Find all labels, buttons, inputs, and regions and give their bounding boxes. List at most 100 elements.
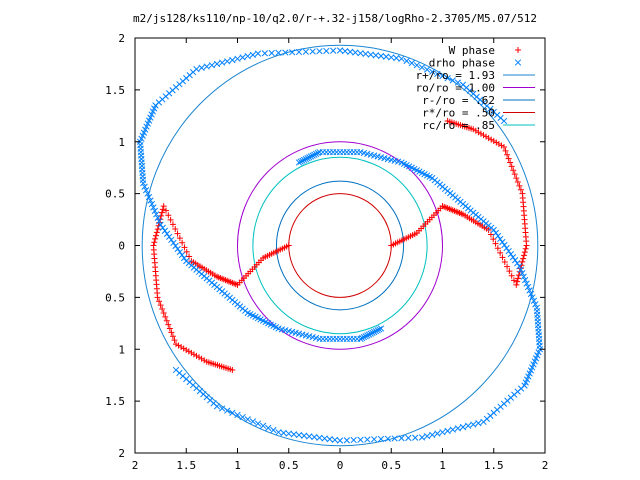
- point-1-1-0-3: [372, 327, 380, 335]
- point-1-1-7-6: [148, 200, 156, 208]
- point-1-0-0-2: [299, 157, 306, 164]
- point-1-1-0-1: [376, 326, 383, 333]
- point-1-1-0-2: [374, 327, 381, 334]
- point-0-0-8-9: [196, 354, 203, 361]
- point-0-1-7-0: [519, 190, 526, 197]
- point-1-0-11-3: [464, 422, 472, 429]
- y-tick-label-1: 1.5: [105, 84, 125, 97]
- point-0-0-5-1: [159, 206, 166, 213]
- point-1-0-12-10: [350, 436, 357, 444]
- point-1-1-6-0: [183, 257, 190, 265]
- point-0-1-7-2: [516, 182, 523, 189]
- point-1-1-6-9: [163, 230, 171, 237]
- point-1-0-12-5: [384, 435, 391, 442]
- point-0-0-4-4: [179, 239, 186, 246]
- point-1-1-14-2: [408, 59, 415, 67]
- legend-label-5: r*/ro = .50: [422, 107, 495, 120]
- point-0-0-4-9: [167, 216, 174, 223]
- point-1-0-7-11: [532, 301, 539, 308]
- point-1-1-13-11: [393, 54, 400, 62]
- point-0-0-7-5: [162, 313, 169, 320]
- point-1-0-11-9: [434, 430, 441, 437]
- point-1-1-7-11: [141, 183, 148, 190]
- point-0-0-7-0: [154, 294, 161, 301]
- point-1-1-11-8: [234, 55, 241, 62]
- legend-label-3: ro/ro = 1.00: [416, 82, 495, 95]
- y-tick-label-3: 0.5: [105, 188, 125, 201]
- point-1-0-13-1: [331, 436, 339, 444]
- point-0-1-7-8: [507, 159, 514, 166]
- point-1-1-0-6: [367, 330, 374, 337]
- legend-label-2: r+/ro = 1.93: [416, 69, 495, 82]
- point-0-0-5-0: [160, 203, 167, 210]
- point-0-0-7-2: [157, 302, 164, 309]
- point-0-1-8-7: [483, 133, 490, 140]
- point-0-1-7-9: [505, 155, 512, 162]
- point-1-1-7-7: [147, 197, 154, 204]
- point-1-1-12-7: [302, 48, 309, 55]
- point-0-0-4-6: [174, 230, 181, 237]
- point-1-0-13-3: [321, 435, 328, 442]
- point-0-1-8-6: [485, 135, 492, 142]
- point-0-1-7-4: [513, 175, 520, 182]
- point-0-0-8-5: [185, 348, 192, 355]
- point-1-1-11-3: [208, 62, 216, 69]
- point-1-1-7-10: [142, 187, 150, 194]
- point-1-0-12-4: [391, 435, 398, 442]
- point-0-1-8-9: [477, 130, 484, 137]
- point-0-1-4-3: [492, 240, 499, 247]
- point-1-0-6-3: [497, 235, 504, 243]
- point-0-0-4-11: [163, 207, 170, 214]
- point-1-1-14-3: [413, 62, 421, 69]
- point-0-0-8-6: [188, 349, 195, 356]
- point-0-0-7-4: [160, 309, 167, 316]
- point-1-1-14-10: [449, 77, 456, 84]
- x-tick-label-3: 0.5: [279, 459, 299, 472]
- point-1-1-11-11: [249, 51, 257, 59]
- axes: 2 1.5 1 0.5 0 0.5 1 1.5 221.510.500.511.52: [105, 32, 548, 472]
- y-tick-label-0: 2: [118, 32, 125, 45]
- point-1-1-11-6: [224, 58, 231, 65]
- point-1-1-0-5: [369, 329, 376, 336]
- point-0-1-5-4: [516, 268, 523, 275]
- point-0-1-7-3: [514, 178, 521, 185]
- point-1-0-13-10: [285, 430, 292, 437]
- point-1-1-6-7: [168, 236, 175, 244]
- point-0-0-8-0: [173, 341, 179, 348]
- point-1-0-14-10: [224, 407, 231, 414]
- point-1-1-0-10: [360, 333, 368, 341]
- point-1-0-7-4: [522, 276, 529, 284]
- plot-area: [136, 44, 544, 447]
- point-0-1-5-9: [520, 252, 527, 259]
- point-0-0-8-2: [178, 344, 185, 351]
- point-1-0-13-5: [311, 433, 318, 441]
- point-1-1-0-8: [364, 332, 371, 339]
- point-1-0-11-10: [429, 431, 436, 438]
- point-1-0-13-0: [336, 437, 344, 444]
- point-1-0-6-6: [503, 244, 510, 252]
- point-1-1-14-4: [418, 64, 426, 71]
- point-1-0-12-7: [371, 436, 378, 443]
- point-1-0-6-8: [507, 250, 514, 258]
- point-1-1-0-7: [365, 331, 373, 338]
- point-0-1-7-5: [511, 171, 518, 178]
- point-1-0-11-7: [444, 427, 451, 435]
- point-1-1-11-7: [229, 56, 236, 64]
- point-1-0-14-3: [259, 422, 267, 429]
- point-0-1-7-6: [510, 167, 517, 174]
- point-1-0-0-5: [304, 155, 311, 162]
- point-0-1-5-8: [520, 255, 527, 262]
- point-1-0-14-1: [270, 426, 277, 434]
- point-0-1-10-0: [444, 118, 451, 124]
- legend-symbol-1: [514, 59, 522, 66]
- point-0-1-5-0: [513, 281, 520, 288]
- point-0-0-5-9: [153, 232, 160, 239]
- point-1-1-7-2: [154, 214, 161, 221]
- point-1-1-6-4: [174, 245, 181, 253]
- y-tick-label-6: 1: [118, 343, 125, 356]
- point-0-1-8-3: [493, 139, 500, 146]
- point-1-0-12-3: [398, 435, 405, 442]
- point-1-0-0-6: [306, 154, 313, 161]
- point-1-1-11-2: [203, 63, 210, 70]
- point-1-1-13-1: [341, 47, 349, 55]
